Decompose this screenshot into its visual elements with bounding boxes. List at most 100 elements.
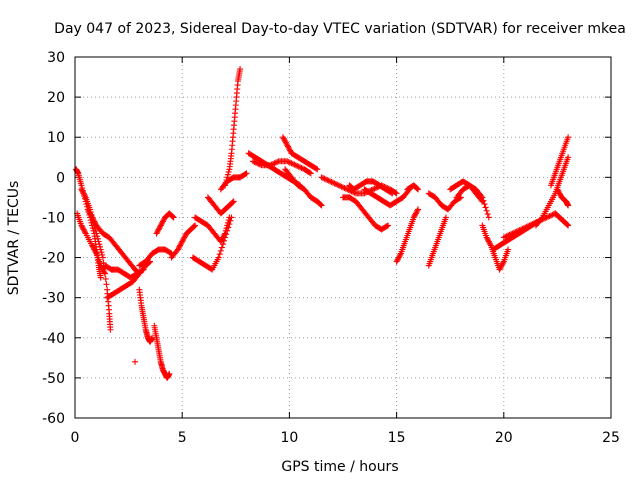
data-point [98, 249, 105, 256]
data-point [179, 238, 186, 245]
data-point [160, 217, 167, 224]
data-point [370, 186, 377, 193]
data-point [479, 194, 486, 201]
series-arc-20 [282, 166, 325, 209]
plot-frame [74, 56, 612, 419]
data-point [394, 257, 401, 264]
series-arc-22 [340, 194, 392, 233]
data-point [478, 193, 485, 200]
series-arc-30 [453, 182, 492, 221]
data-point [291, 161, 298, 168]
y-tick-label: 30 [47, 50, 65, 66]
data-point [100, 259, 107, 266]
data-point [288, 160, 295, 167]
data-point [132, 358, 139, 365]
data-point [554, 186, 561, 193]
data-point [283, 140, 290, 147]
data-point [79, 223, 86, 230]
data-point [219, 234, 226, 241]
data-point [287, 159, 294, 166]
data-point [497, 265, 504, 272]
data-point [483, 234, 490, 241]
data-point [251, 158, 258, 165]
series-arc-37 [554, 186, 572, 209]
data-point [82, 229, 89, 236]
data-point [178, 239, 185, 246]
data-point [389, 190, 396, 197]
series-arc-27 [425, 214, 449, 269]
series-arc-35 [547, 134, 572, 189]
data-point [413, 185, 420, 192]
data-point [414, 185, 421, 192]
data-point [190, 223, 197, 230]
data-point [81, 227, 88, 234]
data-point [565, 134, 572, 141]
data-point [506, 231, 513, 238]
data-point [182, 233, 189, 240]
data-point [107, 326, 114, 333]
data-point [166, 370, 173, 377]
data-point [268, 161, 275, 168]
data-point [153, 230, 160, 237]
data-point [371, 185, 378, 192]
data-point [86, 209, 93, 216]
data-point [176, 243, 183, 250]
data-point [413, 209, 420, 216]
series-arc-34 [532, 154, 572, 229]
data-point [272, 159, 279, 166]
data-point [85, 207, 92, 214]
data-point [224, 222, 231, 229]
data-point [314, 166, 321, 173]
data-point [335, 182, 342, 189]
data-point [525, 223, 532, 230]
data-point [563, 221, 570, 228]
data-point [505, 246, 512, 253]
data-point [226, 214, 233, 221]
x-tick-label: 20 [495, 430, 513, 446]
series-arc-14 [204, 194, 237, 217]
data-point [80, 190, 87, 197]
data-point [249, 158, 256, 165]
data-point [92, 219, 99, 226]
data-point [324, 177, 331, 184]
data-point [480, 197, 487, 204]
data-point [510, 229, 517, 236]
data-point [180, 235, 187, 242]
series-arc-36 [552, 210, 572, 229]
data-point [100, 267, 107, 274]
data-point [307, 170, 314, 177]
data-point [410, 214, 417, 221]
series-arc-13 [192, 214, 233, 245]
data-point [252, 159, 259, 166]
data-point [388, 189, 395, 196]
data-point [280, 135, 287, 142]
y-tick-label: 20 [47, 90, 65, 106]
data-point [527, 221, 534, 228]
data-point [342, 185, 349, 192]
data-point [485, 238, 492, 245]
data-point [99, 251, 106, 258]
data-point [513, 228, 520, 235]
data-point [169, 213, 176, 220]
data-point [395, 254, 402, 261]
data-point [274, 158, 281, 165]
data-point [216, 251, 223, 258]
data-point [295, 163, 302, 170]
data-point [89, 243, 96, 250]
series-arc-7 [136, 286, 156, 345]
data-point [555, 189, 562, 196]
data-point [102, 270, 109, 277]
x-axis-label: GPS time / hours [281, 459, 398, 475]
tick-labels: 0 5 10 15 20 25 -60 -50 -40 -30 -20 -10 0 10 20 30 [42, 50, 620, 446]
data-point [97, 243, 104, 250]
data-point [341, 185, 348, 192]
data-point [91, 218, 98, 225]
data-point [221, 231, 228, 238]
data-point [397, 251, 404, 258]
data-point [415, 206, 422, 213]
data-point [269, 160, 276, 167]
series-arc-18 [249, 158, 314, 177]
data-point [328, 179, 335, 186]
data-point [217, 247, 224, 254]
